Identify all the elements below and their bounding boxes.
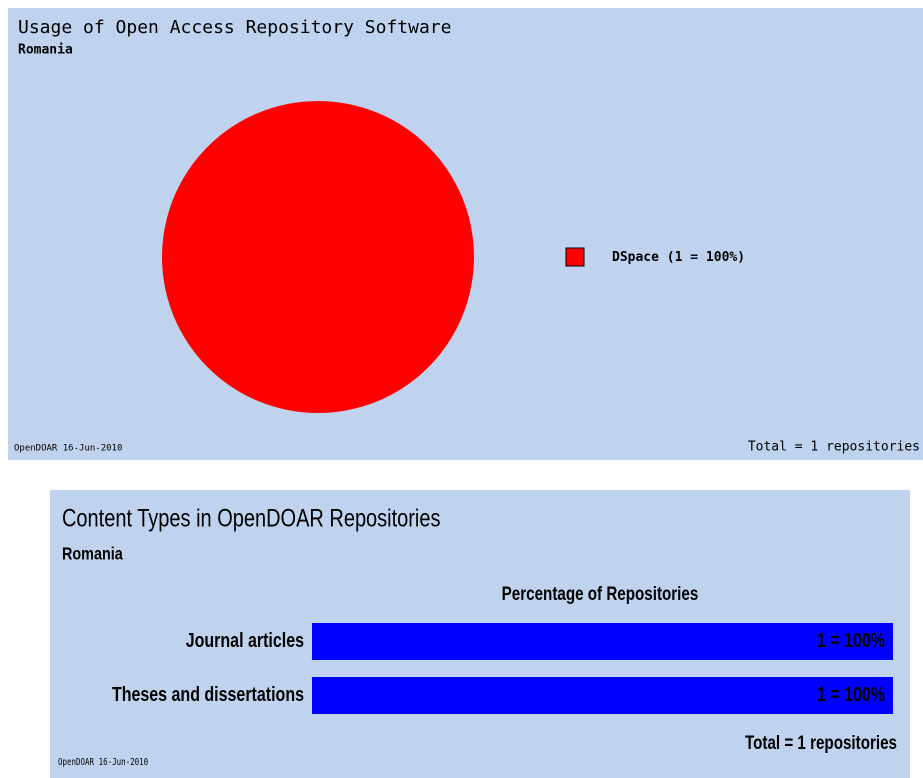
legend-entry: DSpace (1 = 100%) [612, 250, 745, 265]
bar [312, 677, 893, 714]
value-label: 1 = 100% [817, 683, 885, 705]
footer-right: Total = 1 repositories [748, 440, 920, 455]
x-axis-label: Percentage of Repositories [502, 582, 699, 604]
pie-slice [162, 101, 474, 413]
footer-right: Total = 1 repositories [745, 731, 897, 753]
chart-title: Usage of Open Access Repository Software [18, 17, 451, 38]
value-label: 1 = 100% [817, 629, 885, 651]
legend-value: (1 = 100%) [667, 250, 745, 265]
chart-subtitle: Romania [62, 544, 124, 564]
chart-title: Content Types in OpenDOAR Repositories [62, 505, 440, 533]
category-label: Theses and dissertations [112, 683, 304, 705]
legend-swatch [565, 247, 585, 267]
footer-left: OpenDOAR 16-Jun-2010 [14, 444, 122, 454]
chart-subtitle: Romania [18, 43, 73, 58]
category-label: Journal articles [186, 629, 304, 651]
footer-left: OpenDOAR 16-Jun-2010 [58, 757, 148, 768]
legend-label: DSpace [612, 250, 659, 265]
bar [312, 623, 893, 660]
